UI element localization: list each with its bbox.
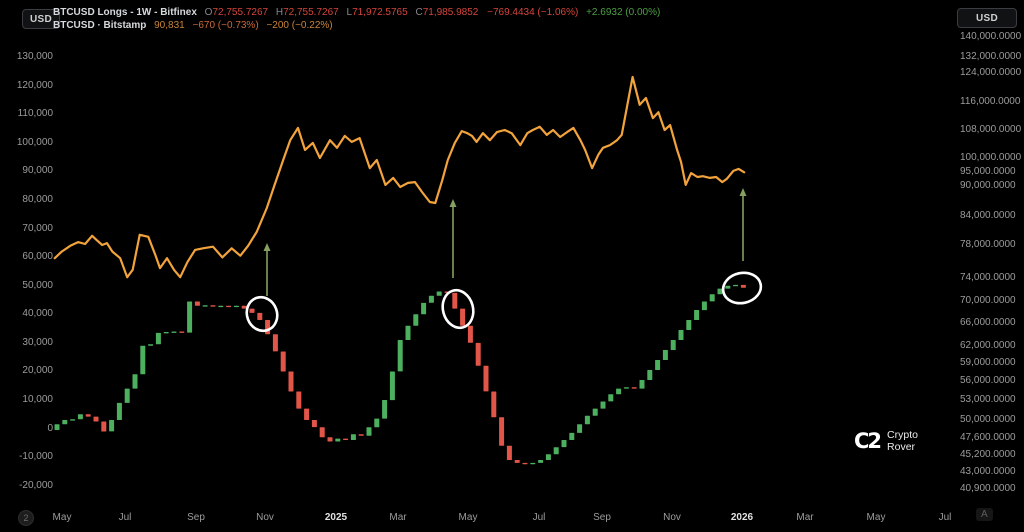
left-axis-label: 50,000 — [22, 279, 53, 291]
right-axis-label: 108,000.0000 — [960, 124, 1022, 135]
change2-value: +2.6932 (0.00%) — [586, 7, 661, 18]
left-axis-label: 80,000 — [22, 194, 53, 206]
close-value: 71,985.9852 — [422, 7, 479, 18]
right-axis-label: 43,000.0000 — [960, 466, 1016, 477]
price-change2: −200 (−0.22%) — [266, 19, 333, 31]
replay-badge[interactable]: 2 — [18, 510, 34, 526]
left-axis-label: 30,000 — [22, 336, 53, 348]
left-axis-label: 20,000 — [22, 365, 53, 377]
low-value: 71,972.5765 — [352, 7, 408, 18]
right-axis-label: 66,000.0000 — [960, 317, 1016, 328]
open-value: 72,755.7267 — [212, 7, 269, 18]
right-axis-label: 53,000.0000 — [960, 394, 1016, 405]
left-axis-label: 40,000 — [22, 308, 53, 320]
right-axis-label: 84,000.0000 — [960, 210, 1016, 221]
left-axis-label: 60,000 — [22, 251, 53, 263]
right-axis-label: 116,000.0000 — [960, 96, 1021, 107]
time-axis-label: May — [52, 512, 72, 523]
right-axis-label: 74,000.0000 — [960, 272, 1016, 283]
time-axis-label: Mar — [389, 512, 407, 523]
time-axis-label: Mar — [796, 512, 814, 523]
right-axis-label: 124,000.0000 — [960, 67, 1022, 78]
right-axis-label: 40,900.0000 — [960, 483, 1016, 494]
time-scale[interactable]: May Jul Sep Nov 2025 Mar May Jul Sep Nov 2026 Mar Ma… — [0, 506, 1024, 532]
right-axis-label: 100,000.0000 — [960, 152, 1022, 163]
candles-group — [54, 284, 746, 465]
left-currency-button[interactable]: USD — [22, 9, 60, 29]
legend-row-price[interactable]: BTCUSD · Bitstamp 90,831 −670 (−0.73%) −… — [53, 20, 660, 33]
auto-scale-button[interactable]: A — [976, 508, 993, 521]
right-axis-label: 45,200.0000 — [960, 449, 1016, 460]
legend-row-longs[interactable]: BTCUSD Longs - 1W - Bitfinex O72,755.726… — [53, 7, 660, 20]
left-axis-label: 0 — [47, 422, 53, 434]
right-axis-label: 90,000.0000 — [960, 180, 1016, 191]
time-axis-label: Nov — [256, 512, 274, 523]
left-axis-label: 10,000 — [22, 394, 53, 406]
left-axis-label: 130,000 — [16, 51, 53, 63]
symbol-title: BTCUSD Longs - 1W - Bitfinex — [53, 7, 197, 18]
circle-annotations — [245, 271, 763, 333]
time-axis-label: May — [458, 512, 478, 523]
compare-symbol-title: BTCUSD · Bitstamp — [53, 19, 147, 31]
time-axis-label: May — [866, 512, 886, 523]
time-axis-label: Jul — [532, 512, 546, 523]
low-label: L — [346, 7, 353, 18]
right-axis-label: 56,000.0000 — [960, 375, 1016, 386]
left-price-scale[interactable]: 130,000 120,000 110,000 100,000 90,000 80,000… — [0, 0, 55, 532]
close-label: C — [415, 7, 423, 18]
left-axis-label: -10,000 — [19, 451, 53, 463]
right-axis-label: 70,000.0000 — [960, 295, 1016, 306]
left-axis-label: 100,000 — [16, 136, 53, 148]
right-currency-button[interactable]: USD — [957, 8, 1017, 28]
price-change: −670 (−0.73%) — [192, 19, 259, 31]
high-value: 72,755.7267 — [283, 7, 339, 18]
price-line — [53, 75, 746, 279]
left-axis-label: 70,000 — [22, 222, 53, 234]
right-axis-label: 78,000.0000 — [960, 239, 1016, 250]
left-axis-label: 120,000 — [16, 79, 53, 91]
left-axis-label: 110,000 — [17, 108, 53, 120]
time-axis-label: 2025 — [324, 512, 348, 523]
high-label: H — [275, 7, 284, 18]
time-axis-label: Sep — [187, 512, 205, 523]
time-axis-label: Nov — [663, 512, 681, 523]
left-axis-label: 90,000 — [22, 165, 53, 177]
crypto-rover-logo-icon: C2 — [854, 429, 882, 453]
time-axis-label: Jul — [118, 512, 132, 523]
right-axis-label: 50,000.0000 — [960, 414, 1016, 425]
time-axis-label: Sep — [593, 512, 611, 523]
legend: BTCUSD Longs - 1W - Bitfinex O72,755.726… — [53, 7, 660, 32]
right-axis-label: 132,000.0000 — [960, 51, 1022, 62]
right-axis-label: 95,000.0000 — [960, 166, 1016, 177]
right-axis-label: 47,600.0000 — [960, 432, 1016, 443]
crypto-rover-watermark: C2 Crypto Rover — [854, 429, 918, 453]
time-axis-label: 2026 — [730, 512, 754, 523]
right-axis-label: 62,000.0000 — [960, 340, 1016, 351]
arrow-annotations — [263, 188, 747, 296]
left-axis-label: -20,000 — [19, 479, 53, 491]
price-value: 90,831 — [154, 19, 185, 31]
open-label: O — [204, 7, 213, 18]
right-axis-label: 140,000.0000 — [960, 31, 1022, 42]
right-price-scale[interactable]: 140,000.0000 132,000.0000 124,000.0000 116,… — [958, 0, 1024, 532]
change-value: −769.4434 (−1.06%) — [487, 7, 579, 18]
right-axis-label: 59,000.0000 — [960, 357, 1016, 368]
crypto-rover-logo-text: Crypto Rover — [887, 429, 918, 453]
time-axis-label: Jul — [938, 512, 952, 523]
